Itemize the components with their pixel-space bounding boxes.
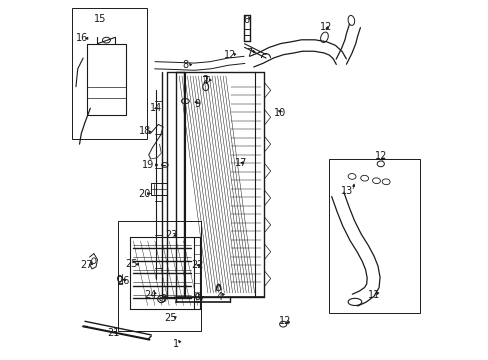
Text: 15: 15 — [94, 14, 106, 24]
Text: 1: 1 — [173, 339, 179, 349]
Text: 12: 12 — [319, 22, 331, 32]
Text: 9: 9 — [194, 99, 200, 109]
Bar — [72, 8, 147, 139]
Bar — [118, 221, 201, 330]
Bar — [328, 159, 419, 314]
Text: 2: 2 — [202, 75, 208, 85]
Text: 14: 14 — [149, 103, 162, 113]
Text: 4: 4 — [216, 292, 222, 302]
Text: 5: 5 — [196, 294, 203, 304]
Text: 25: 25 — [164, 313, 177, 323]
Text: 26: 26 — [117, 276, 129, 286]
Text: 6: 6 — [243, 15, 249, 26]
Text: 24: 24 — [144, 291, 157, 301]
Text: 11: 11 — [367, 291, 380, 301]
Text: 25: 25 — [125, 259, 138, 269]
Text: 18: 18 — [139, 126, 151, 135]
Text: 13: 13 — [340, 186, 352, 197]
Text: 16: 16 — [76, 33, 88, 43]
Text: 19: 19 — [141, 160, 154, 170]
Text: 21: 21 — [107, 328, 120, 338]
Text: 27: 27 — [81, 260, 93, 270]
Text: 22: 22 — [191, 260, 203, 270]
Text: 23: 23 — [164, 230, 177, 239]
Text: 12: 12 — [278, 316, 290, 325]
Text: 17: 17 — [234, 158, 246, 168]
Text: 8: 8 — [182, 60, 188, 70]
Text: 12: 12 — [224, 50, 236, 60]
Text: 10: 10 — [274, 108, 286, 118]
Text: 3: 3 — [161, 294, 166, 304]
Text: 12: 12 — [374, 150, 386, 161]
Text: 20: 20 — [138, 189, 151, 199]
Text: 7: 7 — [245, 48, 252, 58]
